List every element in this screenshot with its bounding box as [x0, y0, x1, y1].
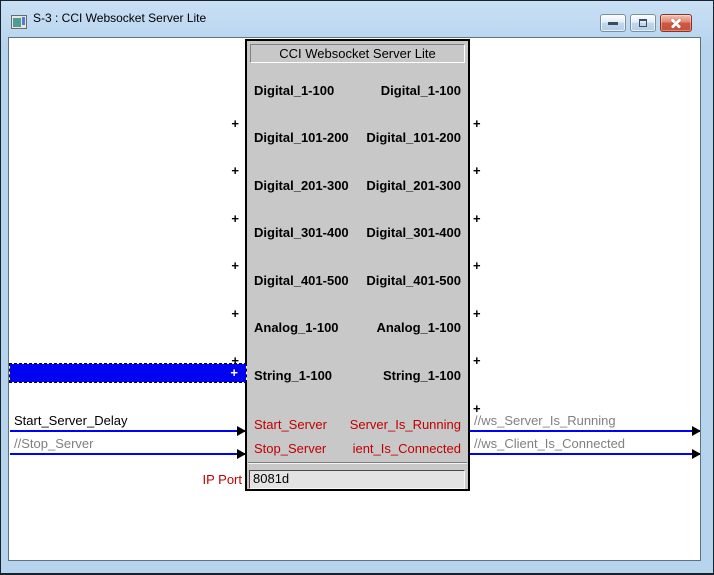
arrowhead-ws-server-is-running [692, 426, 700, 436]
signal-ws-server-is-running[interactable]: //ws_Server_Is_Running [474, 413, 616, 428]
param-field-ip-port[interactable]: 8081d [249, 470, 465, 489]
restore-icon [639, 19, 647, 27]
wire-ws-server-is-running[interactable] [470, 430, 700, 432]
symbol-title: CCI Websocket Server Lite [250, 44, 465, 63]
minimize-button[interactable] [600, 14, 626, 32]
wire-stop-server[interactable] [10, 453, 245, 455]
expand-plus-left-digital-401-500[interactable]: + [231, 306, 239, 321]
input-stop-server: Stop_Server [254, 441, 327, 456]
output-analog-1-100: Analog_1-100 [376, 320, 461, 335]
minimize-icon [608, 22, 618, 25]
window-title: S-3 : CCI Websocket Server Lite [33, 11, 207, 25]
restore-button[interactable] [630, 14, 656, 32]
expand-plus-left-analog-1-100[interactable]: + [231, 353, 239, 368]
signal-start-server-delay[interactable]: Start_Server_Delay [14, 413, 128, 428]
signal-stop-server[interactable]: //Stop_Server [14, 436, 94, 451]
param-label-ip-port: IP Port [202, 472, 242, 487]
output-digital-201-300: Digital_201-300 [366, 178, 461, 193]
output-digital-1-100: Digital_1-100 [380, 83, 461, 98]
output-server-is-running: Server_Is_Running [349, 417, 461, 432]
expand-plus-right-digital-101-200[interactable]: + [473, 163, 481, 178]
expand-plus-right-digital-1-100[interactable]: + [473, 116, 481, 131]
expand-plus-right-string-1-100[interactable]: + [473, 401, 481, 416]
expand-plus-right-digital-201-300[interactable]: + [473, 211, 481, 226]
symbol-block[interactable]: CCI Websocket Server Lite Digital_1-100 … [245, 39, 470, 491]
output-digital-401-500: Digital_401-500 [366, 273, 461, 288]
symbol-window-icon [11, 15, 27, 29]
input-analog-1-100: Analog_1-100 [254, 320, 339, 335]
expand-plus-left-digital-201-300[interactable]: + [231, 211, 239, 226]
symbol-detail-view: CCI Websocket Server Lite Digital_1-100 … [8, 37, 701, 561]
close-button[interactable] [660, 14, 692, 32]
expand-plus-left-digital-301-400[interactable]: + [231, 258, 239, 273]
arrowhead-start-server-delay [237, 426, 246, 436]
expand-plus-right-digital-301-400[interactable]: + [473, 258, 481, 273]
output-digital-101-200: Digital_101-200 [366, 130, 461, 145]
expand-plus-right-analog-1-100[interactable]: + [473, 353, 481, 368]
expand-plus-right-digital-401-500[interactable]: + [473, 306, 481, 321]
arrowhead-stop-server [237, 449, 246, 459]
input-string-1-100: String_1-100 [254, 368, 333, 383]
input-digital-201-300: Digital_201-300 [254, 178, 349, 193]
output-digital-301-400: Digital_301-400 [366, 225, 461, 240]
expand-plus-left-digital-101-200[interactable]: + [231, 163, 239, 178]
input-digital-401-500: Digital_401-500 [254, 273, 349, 288]
arrowhead-ws-client-is-connected [692, 449, 700, 459]
wire-start-server-delay[interactable] [10, 430, 245, 432]
parameter-separator [248, 462, 467, 464]
expand-plus-left-string-1-100[interactable]: + [230, 365, 238, 380]
input-digital-101-200: Digital_101-200 [254, 130, 349, 145]
expand-plus-left-digital-1-100[interactable]: + [231, 116, 239, 131]
selection-highlight [10, 364, 246, 382]
output-string-1-100: String_1-100 [382, 368, 461, 383]
title-bar: S-3 : CCI Websocket Server Lite [1, 1, 713, 37]
signal-ws-client-is-connected[interactable]: //ws_Client_Is_Connected [474, 436, 626, 451]
selected-signal-slot[interactable]: + [9, 363, 247, 383]
input-digital-1-100: Digital_1-100 [254, 83, 335, 98]
input-digital-301-400: Digital_301-400 [254, 225, 349, 240]
output-client-is-connected: ient_Is_Connected [352, 441, 461, 456]
wire-ws-client-is-connected[interactable] [470, 453, 700, 455]
input-start-server: Start_Server [254, 417, 327, 432]
